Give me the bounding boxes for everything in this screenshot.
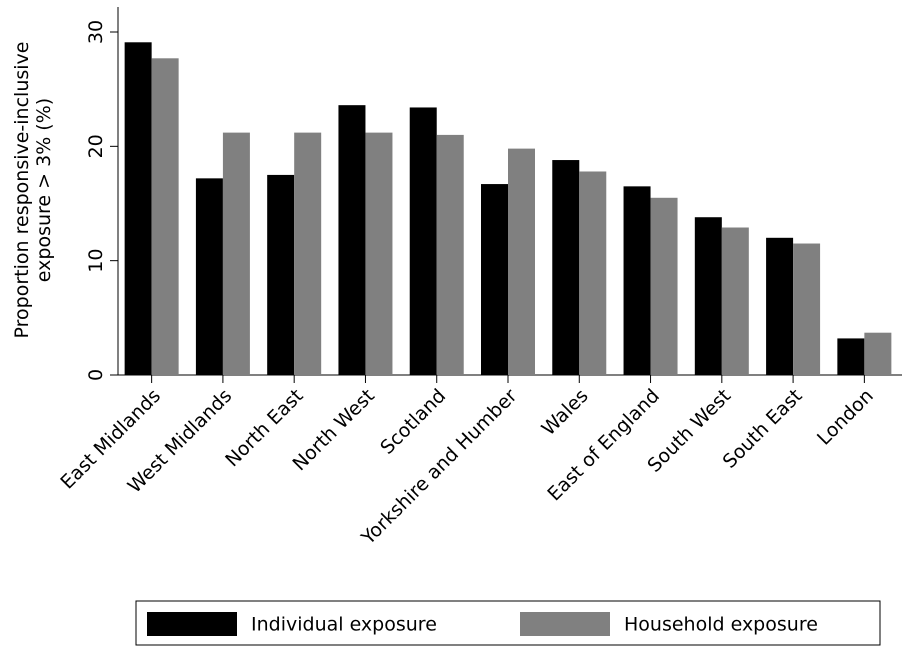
bar: [436, 134, 464, 375]
bar: [151, 58, 179, 376]
bar: [766, 237, 794, 375]
y-axis-label: Proportion responsive-inclusive exposure…: [11, 42, 55, 339]
x-tick-label: London: [813, 385, 878, 450]
x-tick-label: Wales: [537, 385, 592, 440]
legend-swatch: [147, 612, 237, 636]
bar: [481, 184, 508, 375]
bar: [579, 171, 607, 375]
bar: [508, 148, 535, 375]
bar: [864, 332, 892, 375]
y-tick-label: 0: [85, 369, 107, 381]
y-axis-label-line: exposure > 3% (%): [33, 98, 55, 282]
y-axis-label-line: Proportion responsive-inclusive: [11, 42, 33, 339]
bar: [623, 186, 651, 375]
bar: [195, 178, 223, 375]
legend-label: Individual exposure: [251, 614, 437, 636]
bar: [294, 132, 322, 375]
bar: [721, 227, 749, 375]
y-tick-label: 20: [85, 134, 107, 158]
bar: [365, 132, 393, 375]
bar: [338, 105, 366, 375]
bar: [222, 132, 250, 375]
x-tick-label: Scotland: [376, 385, 450, 459]
bar: [267, 174, 295, 375]
legend-swatch: [520, 612, 610, 636]
y-tick-label: 30: [85, 20, 107, 44]
bar: [124, 42, 152, 375]
legend-box: [135, 600, 881, 646]
bar: [837, 338, 865, 375]
legend-label: Household exposure: [624, 614, 818, 636]
y-tick-label: 10: [85, 249, 107, 273]
legend: Individual exposure Household exposure: [135, 600, 881, 646]
bar: [694, 217, 722, 375]
bar: [650, 197, 678, 375]
bar: [552, 160, 580, 375]
bar: [793, 243, 821, 375]
bar: [409, 107, 437, 376]
